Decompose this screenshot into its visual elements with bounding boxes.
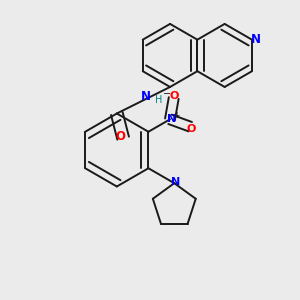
Text: O: O (169, 91, 178, 101)
Text: N: N (171, 177, 181, 187)
Text: +: + (173, 111, 179, 120)
Text: −: − (163, 89, 171, 99)
Text: O: O (116, 130, 125, 143)
Text: N: N (167, 114, 177, 124)
Text: N: N (141, 90, 151, 104)
Text: H: H (155, 95, 162, 105)
Text: N: N (251, 33, 261, 46)
Text: O: O (186, 124, 196, 134)
